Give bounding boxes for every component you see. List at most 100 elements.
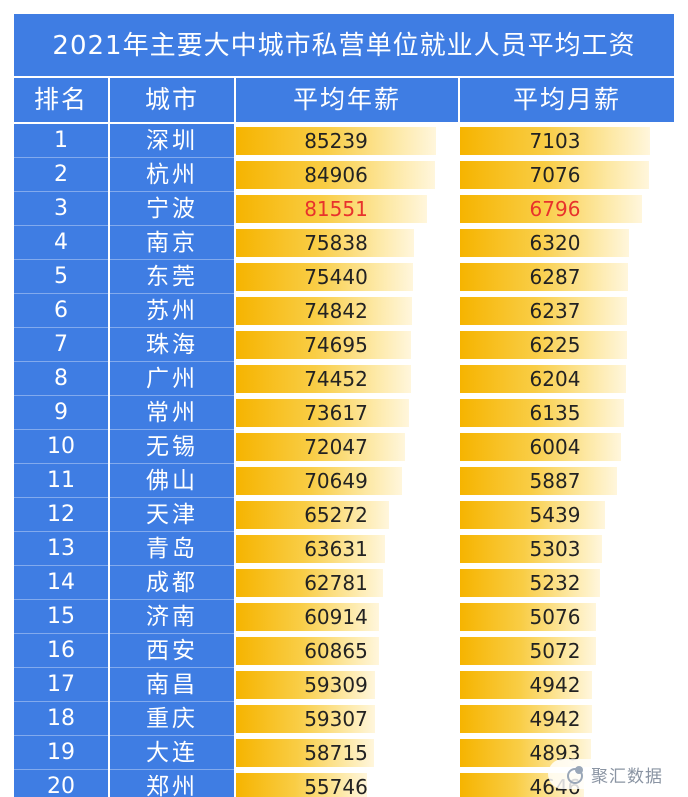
annual-value: 60865 xyxy=(304,639,368,663)
monthly-bar xyxy=(460,569,600,597)
brand-logo-icon xyxy=(567,765,585,784)
row-divider xyxy=(14,735,234,736)
city-cell: 珠海 xyxy=(146,332,198,358)
monthly-value: 5076 xyxy=(529,605,581,629)
rank-cell: 13 xyxy=(47,536,75,561)
annual-value: 85239 xyxy=(304,129,368,153)
city-cell: 济南 xyxy=(146,604,198,630)
rank-cell: 4 xyxy=(54,230,68,255)
row-divider xyxy=(14,599,234,600)
row-divider xyxy=(14,191,234,192)
monthly-value: 6135 xyxy=(529,401,581,425)
city-cell: 无锡 xyxy=(146,434,198,460)
monthly-value: 5439 xyxy=(529,503,581,527)
annual-bar xyxy=(236,399,409,427)
annual-value: 60914 xyxy=(304,605,368,629)
city-cell: 常州 xyxy=(146,400,198,426)
rank-cell: 6 xyxy=(54,298,68,323)
annual-value: 62781 xyxy=(304,571,368,595)
row-divider xyxy=(14,531,234,532)
rank-cell: 14 xyxy=(47,570,75,595)
city-cell: 南京 xyxy=(146,230,198,256)
annual-value: 72047 xyxy=(304,435,368,459)
annual-bar xyxy=(236,467,402,495)
monthly-value: 6225 xyxy=(529,333,581,357)
annual-value: 58715 xyxy=(304,741,368,765)
monthly-bar xyxy=(460,263,628,291)
annual-bar xyxy=(236,195,427,223)
annual-bar xyxy=(236,297,412,325)
city-cell: 苏州 xyxy=(146,298,198,324)
annual-bar xyxy=(236,535,385,563)
monthly-value: 6287 xyxy=(529,265,581,289)
title-divider xyxy=(14,76,674,78)
row-divider xyxy=(14,701,234,702)
city-cell: 广州 xyxy=(146,366,198,392)
row-divider xyxy=(14,157,234,158)
annual-value: 65272 xyxy=(304,503,368,527)
row-divider xyxy=(14,633,234,634)
annual-bar xyxy=(236,603,379,631)
annual-bar xyxy=(236,365,411,393)
monthly-value: 6237 xyxy=(529,299,581,323)
city-cell: 南昌 xyxy=(146,672,198,698)
row-divider xyxy=(14,361,234,362)
annual-value: 59307 xyxy=(304,707,368,731)
rank-cell: 12 xyxy=(47,502,75,527)
row-divider xyxy=(14,327,234,328)
monthly-bar xyxy=(460,637,596,665)
header-divider xyxy=(14,122,674,124)
annual-value: 59309 xyxy=(304,673,368,697)
row-divider xyxy=(14,497,234,498)
watermark: 聚汇数据 xyxy=(548,759,682,789)
annual-value: 73617 xyxy=(304,401,368,425)
monthly-value: 5232 xyxy=(529,571,581,595)
annual-bar xyxy=(236,671,375,699)
annual-bar xyxy=(236,569,383,597)
monthly-value: 7076 xyxy=(529,163,581,187)
city-cell: 宁波 xyxy=(146,196,198,222)
monthly-bar xyxy=(460,603,596,631)
city-cell: 青岛 xyxy=(146,536,198,562)
rank-cell: 18 xyxy=(47,706,75,731)
monthly-value: 5303 xyxy=(529,537,581,561)
monthly-bar xyxy=(460,297,627,325)
city-cell: 东莞 xyxy=(146,264,198,290)
rank-cell: 8 xyxy=(54,366,68,391)
annual-value: 84906 xyxy=(304,163,368,187)
city-cell: 郑州 xyxy=(146,774,198,797)
rank-cell: 17 xyxy=(47,672,75,697)
monthly-bar xyxy=(460,671,592,699)
row-divider xyxy=(14,463,234,464)
annual-bar xyxy=(236,739,374,767)
rank-cell: 16 xyxy=(47,638,75,663)
monthly-bar xyxy=(460,161,649,189)
rank-cell: 19 xyxy=(47,740,75,765)
annual-value: 75440 xyxy=(304,265,368,289)
watermark-text: 聚汇数据 xyxy=(591,766,663,787)
monthly-bar xyxy=(460,535,602,563)
annual-bar xyxy=(236,501,389,529)
annual-bar xyxy=(236,263,413,291)
rank-cell: 9 xyxy=(54,400,68,425)
annual-value: 74452 xyxy=(304,367,368,391)
column-divider xyxy=(108,78,110,797)
rank-cell: 3 xyxy=(54,196,68,221)
city-cell: 杭州 xyxy=(146,162,198,188)
rank-cell: 10 xyxy=(47,434,75,459)
row-divider xyxy=(14,565,234,566)
row-divider xyxy=(14,395,234,396)
monthly-bar xyxy=(460,399,624,427)
row-divider xyxy=(14,293,234,294)
rank-cell: 11 xyxy=(47,468,75,493)
column-header-annual: 平均年薪 xyxy=(292,85,401,114)
monthly-value: 4942 xyxy=(529,707,581,731)
monthly-bar xyxy=(460,433,621,461)
monthly-value: 6004 xyxy=(529,435,581,459)
chart-title: 2021年主要大中城市私营单位就业人员平均工资 xyxy=(52,31,636,61)
column-divider xyxy=(234,78,236,797)
monthly-bar xyxy=(460,365,626,393)
column-header-monthly: 平均月薪 xyxy=(512,85,621,114)
monthly-bar xyxy=(460,467,617,495)
